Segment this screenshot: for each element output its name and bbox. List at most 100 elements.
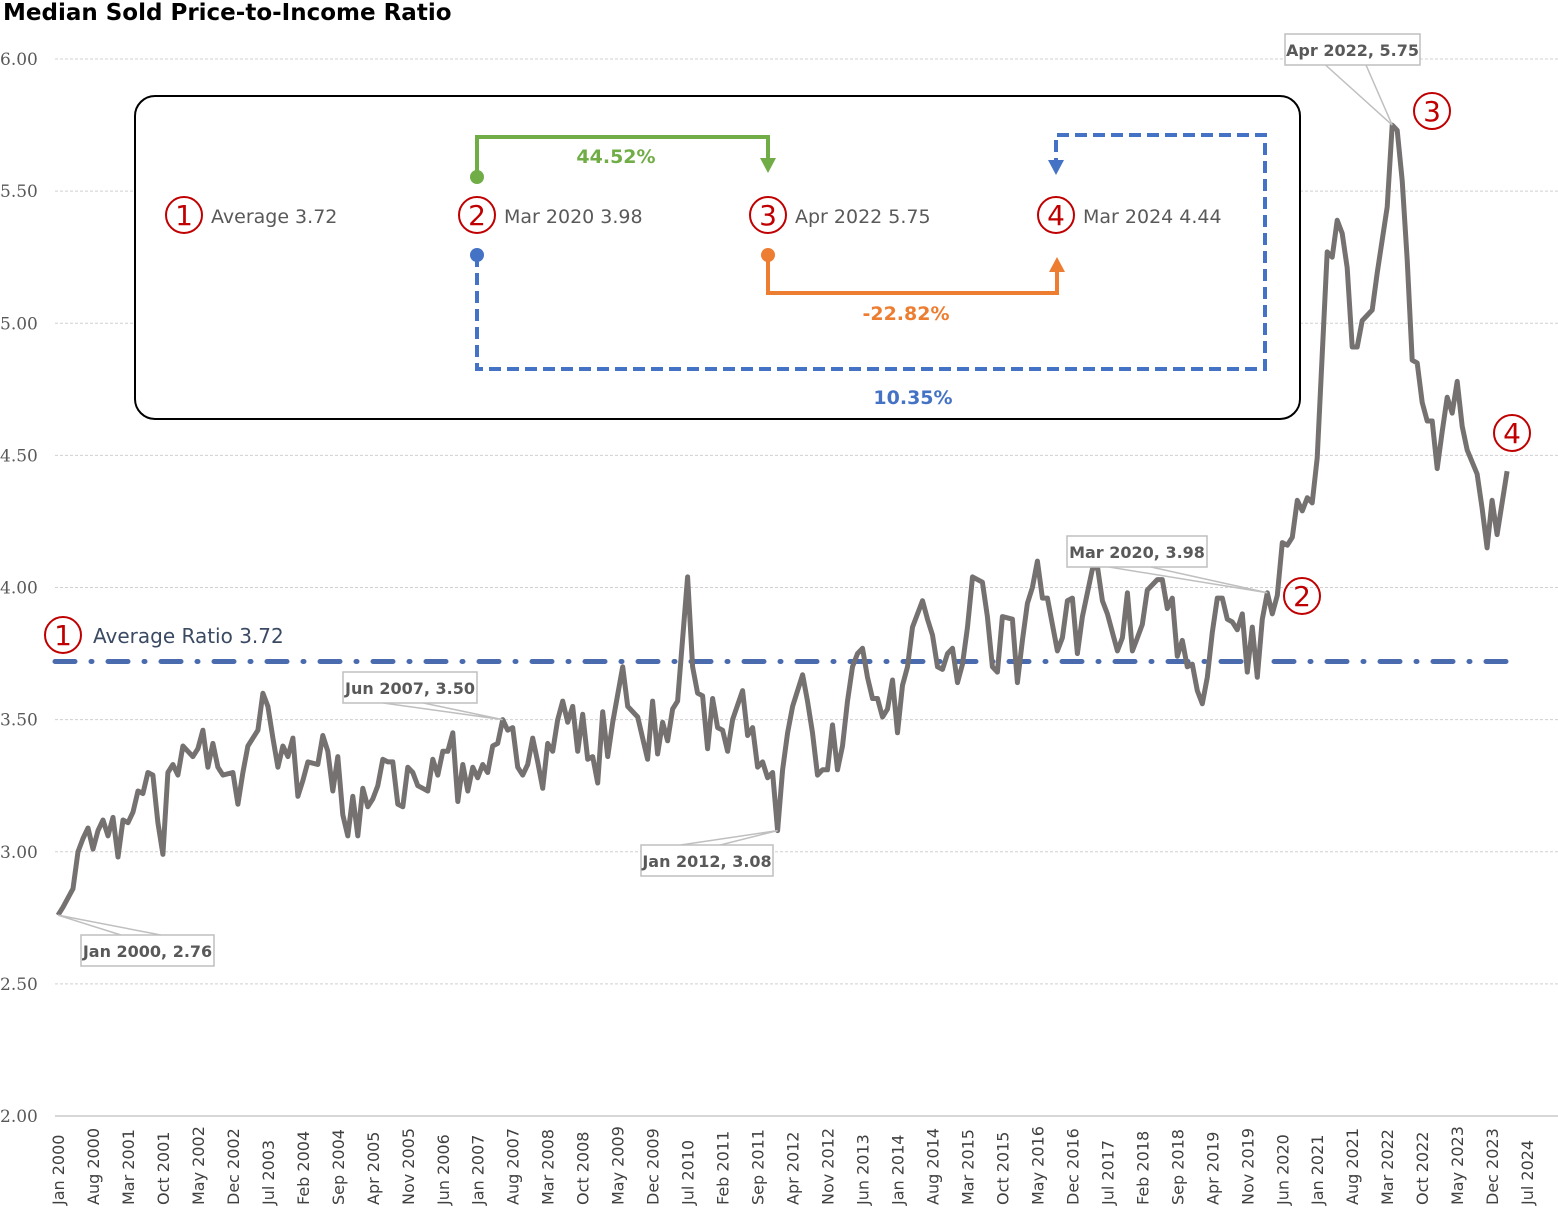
circled-number: 1 bbox=[175, 199, 193, 232]
circled-number-icon bbox=[1037, 196, 1075, 234]
circled-number-icon bbox=[1283, 577, 1321, 615]
x-tick-label: Oct 2015 bbox=[993, 1132, 1012, 1205]
y-tick-label: 5.50 bbox=[0, 182, 38, 202]
circled-number: 4 bbox=[1047, 199, 1065, 232]
data-label-box bbox=[1284, 33, 1421, 66]
x-tick-label: Jan 2014 bbox=[888, 1135, 907, 1206]
y-tick-label: 4.00 bbox=[0, 579, 38, 599]
y-tick-label: 2.50 bbox=[0, 975, 38, 995]
series-line bbox=[55, 122, 1510, 917]
x-tick-label: May 2023 bbox=[1448, 1126, 1467, 1205]
arrow-start-dot bbox=[470, 248, 484, 262]
x-tick-label: Sep 2018 bbox=[1168, 1129, 1187, 1205]
x-tick-label: Mar 2001 bbox=[119, 1129, 138, 1205]
circled-number-icon bbox=[1413, 92, 1451, 130]
x-tick-label: Nov 2012 bbox=[819, 1128, 838, 1205]
x-tick-label: Sep 2004 bbox=[329, 1129, 348, 1205]
data-label: Mar 2020, 3.98 bbox=[1069, 543, 1205, 562]
callout-line bbox=[383, 702, 503, 721]
x-tick-label: May 2002 bbox=[189, 1126, 208, 1205]
x-tick-label: Dec 2023 bbox=[1483, 1128, 1502, 1205]
x-tick-label: Dec 2016 bbox=[1063, 1128, 1082, 1205]
x-tick-label: Dec 2009 bbox=[644, 1128, 663, 1205]
data-label: Apr 2022, 5.75 bbox=[1286, 41, 1419, 60]
change-label: 10.35% bbox=[873, 387, 952, 409]
x-tick-label: Nov 2005 bbox=[399, 1128, 418, 1205]
y-axis: 2.00 2.50 3.00 3.50 4.00 4.50 5.00 5.50 6.00 bbox=[0, 50, 38, 1127]
data-label-box bbox=[342, 671, 478, 704]
change-label: -22.82% bbox=[862, 303, 949, 325]
x-tick-label: Jul 2024 bbox=[1518, 1140, 1537, 1206]
arrow-start-dot bbox=[470, 170, 484, 184]
y-tick-label: 2.00 bbox=[0, 1107, 38, 1127]
circled-number: 4 bbox=[1503, 417, 1521, 450]
x-tick-label: Mar 2015 bbox=[958, 1129, 977, 1205]
change-arrow-2-4 bbox=[475, 133, 1267, 371]
average-label: Average Ratio 3.72 bbox=[93, 624, 284, 648]
x-tick-label: Jan 2000 bbox=[49, 1135, 68, 1206]
callout-line bbox=[1108, 566, 1268, 594]
x-tick-label: Dec 2002 bbox=[224, 1128, 243, 1205]
data-labels: Jan 2000, 2.76 Jun 2007, 3.50 Jan 2012, 3.… bbox=[57, 33, 1531, 967]
x-tick-label: Aug 2007 bbox=[504, 1128, 523, 1205]
callout-line bbox=[1324, 64, 1393, 126]
circled-number-icon bbox=[458, 196, 496, 234]
x-tick-label: May 2009 bbox=[609, 1126, 628, 1205]
circled-number: 3 bbox=[1423, 95, 1441, 128]
x-tick-label: Jun 2020 bbox=[1273, 1134, 1292, 1206]
x-tick-label: Oct 2008 bbox=[574, 1132, 593, 1205]
change-label: 44.52% bbox=[576, 146, 655, 168]
x-tick-label: May 2016 bbox=[1028, 1126, 1047, 1205]
x-tick-label: Jun 2006 bbox=[434, 1134, 453, 1206]
callout-line bbox=[57, 914, 161, 936]
summary-item-label: Mar 2020 3.98 bbox=[504, 206, 643, 228]
y-tick-label: 3.00 bbox=[0, 843, 38, 863]
x-tick-label: Apr 2012 bbox=[784, 1132, 803, 1205]
x-tick-label: Mar 2022 bbox=[1378, 1129, 1397, 1205]
arrowhead-icon bbox=[1049, 257, 1065, 272]
x-tick-label: Feb 2018 bbox=[1133, 1131, 1152, 1205]
x-tick-label: Oct 2001 bbox=[154, 1132, 173, 1205]
summary-item-label: Apr 2022 5.75 bbox=[795, 206, 931, 228]
y-tick-label: 5.00 bbox=[0, 314, 38, 334]
circled-number: 3 bbox=[759, 199, 777, 232]
y-tick-label: 3.50 bbox=[0, 711, 38, 731]
x-tick-label: Aug 2021 bbox=[1343, 1128, 1362, 1205]
x-tick-label: Feb 2004 bbox=[294, 1131, 313, 1205]
x-tick-label: Sep 2011 bbox=[749, 1129, 768, 1205]
x-tick-label: Apr 2019 bbox=[1203, 1132, 1222, 1205]
x-tick-label: Jun 2013 bbox=[854, 1134, 873, 1206]
circled-number-icon bbox=[749, 196, 787, 234]
summary-box: 1 Average 3.72 2 Mar 2020 3.98 3 Apr 2022 5.7… bbox=[134, 95, 1301, 420]
x-tick-label: Jan 2021 bbox=[1308, 1135, 1327, 1206]
average-line-group: 1 Average Ratio 3.72 bbox=[44, 616, 1513, 664]
x-tick-label: Jan 2007 bbox=[469, 1135, 488, 1206]
data-label-box bbox=[80, 934, 215, 967]
chart-title: Median Sold Price-to-Income Ratio bbox=[3, 0, 452, 26]
summary-item-label: Mar 2024 4.44 bbox=[1083, 206, 1222, 228]
circled-number: 2 bbox=[468, 199, 486, 232]
circled-number: 2 bbox=[1293, 580, 1311, 613]
x-tick-label: Jul 2003 bbox=[259, 1140, 278, 1206]
x-tick-label: Apr 2005 bbox=[364, 1132, 383, 1205]
x-tick-label: Jul 2017 bbox=[1098, 1140, 1117, 1206]
circled-number: 1 bbox=[54, 619, 72, 652]
summary-box-frame bbox=[134, 95, 1301, 420]
data-label: Jan 2000, 2.76 bbox=[82, 942, 212, 961]
data-label-box bbox=[1066, 535, 1208, 568]
x-tick-label: Aug 2014 bbox=[923, 1128, 942, 1205]
x-tick-label: Oct 2022 bbox=[1413, 1132, 1432, 1205]
circled-number-icon bbox=[44, 616, 82, 654]
x-tick-label: Mar 2008 bbox=[539, 1129, 558, 1205]
y-tick-label: 6.00 bbox=[0, 50, 38, 70]
arrow-start-dot bbox=[761, 248, 775, 262]
callout-line bbox=[680, 829, 778, 846]
x-tick-label: Aug 2000 bbox=[84, 1128, 103, 1205]
summary-item-label: Average 3.72 bbox=[211, 206, 337, 228]
arrowhead-icon bbox=[1048, 160, 1064, 175]
series-group bbox=[55, 122, 1510, 917]
y-tick-label: 4.50 bbox=[0, 446, 38, 466]
x-axis: Jan 2000 Aug 2000 Mar 2001 Oct 2001 May 2002… bbox=[49, 1126, 1537, 1206]
data-label: Jun 2007, 3.50 bbox=[344, 679, 475, 698]
